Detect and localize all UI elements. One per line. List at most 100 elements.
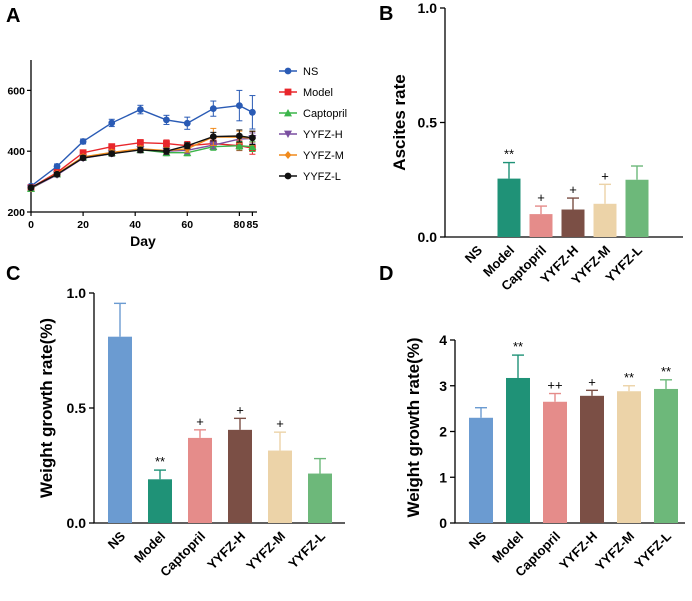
category-label: YYFZ-M — [243, 529, 288, 574]
category-label: YYFZ-H — [204, 529, 248, 573]
y-tick-label: 0 — [439, 515, 447, 531]
significance-mark: ** — [513, 339, 523, 354]
panel-a-point — [248, 142, 257, 151]
bar-captopril — [543, 401, 567, 523]
y-tick-label: 1.0 — [418, 0, 438, 16]
bar-yyfz-m — [268, 450, 292, 523]
bar-yyfz-m — [617, 391, 641, 523]
bar-yyfz-h — [580, 395, 604, 523]
panel-a-point — [183, 142, 191, 150]
category-label: Model — [131, 529, 168, 566]
y-axis-title: Weight growth rate(%) — [37, 318, 56, 498]
panel-a-series-yyfz-m — [27, 127, 256, 192]
panel-a-point — [235, 132, 243, 140]
category-label: YYFZ-H — [556, 529, 600, 573]
panel-a-x-tick-label: 80 — [234, 219, 246, 231]
panel-a-point — [209, 133, 217, 141]
panel-a-point — [163, 116, 170, 124]
panel-a-point — [235, 141, 244, 150]
y-tick-label: 0.5 — [418, 115, 438, 131]
panel-label-b: B — [379, 3, 393, 25]
bar-captopril — [188, 437, 212, 523]
significance-mark: ** — [155, 454, 165, 469]
legend-label: YYFZ-L — [303, 171, 341, 183]
legend-marker — [284, 172, 292, 180]
panel-a-y-tick-label: 200 — [7, 207, 25, 219]
bar-model — [497, 178, 521, 237]
significance-mark: ++ — [547, 378, 562, 393]
panel-a-series-yyfz-l — [27, 129, 256, 192]
y-tick-label: 0.0 — [418, 229, 438, 245]
panel-a-x-tick-label: 60 — [181, 219, 193, 231]
y-axis-title: Ascites rate — [390, 74, 409, 170]
panel-a-point — [53, 170, 61, 178]
significance-mark: + — [588, 374, 596, 389]
category-label: YYFZ-M — [592, 529, 637, 574]
y-tick-label: 3 — [439, 378, 447, 394]
y-tick-label: 2 — [439, 424, 447, 440]
panel-a-point — [183, 119, 191, 127]
legend-label: YYFZ-M — [303, 150, 344, 162]
legend-label: NS — [303, 66, 318, 78]
panel-a-x-axis-title: Day — [130, 233, 156, 249]
bar-yyfz-l — [308, 473, 332, 523]
panel-a-x-tick-label: 0 — [28, 219, 34, 231]
bar-yyfz-h — [561, 209, 585, 237]
panel-a-point — [163, 140, 170, 147]
panel-a-point — [27, 184, 35, 192]
y-tick-label: 0.0 — [67, 515, 87, 531]
significance-mark: + — [276, 416, 284, 431]
category-label: YYFZ-L — [631, 528, 674, 571]
panel-label-d: D — [379, 263, 393, 285]
panel-a-point — [235, 102, 243, 109]
panel-a-x-tick-label: 20 — [77, 219, 89, 231]
y-tick-label: 1.0 — [67, 285, 87, 301]
panel-label-c: C — [6, 263, 20, 285]
panel-label-a: A — [6, 5, 20, 27]
panel-a-x-tick-label: 85 — [247, 219, 259, 231]
panel-a-series-line — [30, 141, 253, 189]
panel-a-point — [108, 119, 116, 127]
bar-ns — [469, 417, 493, 523]
legend-label: YYFZ-H — [303, 129, 343, 141]
panel-a-point — [136, 106, 144, 113]
significance-mark: + — [537, 190, 545, 205]
panel-c-bar-chart: 0.0 0.5 1.0 Weight growth rate(%) NS ** Model +… — [37, 285, 345, 579]
bar-captopril — [529, 214, 553, 237]
bar-ns — [108, 336, 132, 523]
category-label: NS — [462, 242, 486, 266]
significance-mark: ** — [624, 370, 634, 385]
panel-a-point — [79, 138, 87, 145]
panel-a-point — [79, 154, 87, 162]
panel-a-point — [163, 147, 170, 155]
legend-marker — [284, 88, 292, 96]
y-axis-title: Weight growth rate(%) — [404, 337, 423, 517]
panel-a-point — [53, 163, 61, 170]
panel-a-point — [108, 150, 116, 158]
panel-a-point — [248, 134, 256, 142]
panel-a-series-line — [30, 135, 253, 189]
bar-yyfz-l — [654, 388, 678, 523]
panel-a-point — [108, 143, 116, 151]
legend-label: Model — [303, 87, 333, 99]
panel-a-legend: NS Model Captopril YYFZ-H YYFZ-M YYFZ-L — [279, 66, 347, 183]
category-label: NS — [466, 528, 490, 552]
legend-marker — [284, 130, 292, 138]
significance-mark: + — [569, 182, 577, 197]
panel-a-point — [209, 105, 217, 113]
bar-model — [506, 377, 530, 523]
bar-model — [148, 479, 172, 523]
panel-a-point — [79, 149, 87, 157]
y-tick-label: 0.5 — [67, 400, 87, 416]
significance-mark: ** — [661, 364, 671, 379]
panel-a-y-tick-label: 600 — [7, 85, 25, 97]
significance-mark: ** — [504, 147, 514, 162]
significance-mark: + — [601, 168, 609, 183]
significance-mark: + — [196, 414, 204, 429]
panel-a-line-chart: 200 400 600 0 20 40 60 80 85 Day NS Model Captopril Y… — [7, 60, 347, 249]
panel-a-point — [136, 139, 144, 147]
panel-a-y-tick-label: 400 — [7, 146, 25, 158]
